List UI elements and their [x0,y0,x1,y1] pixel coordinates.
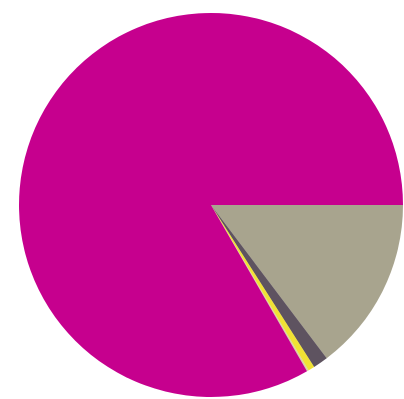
pie-slice-2 [211,205,327,367]
pie-slice-5 [19,13,404,398]
pie-slice-1 [211,205,403,359]
pie-slices [19,13,404,398]
pie-slice-4 [211,205,309,372]
pie-slice-3 [211,205,315,371]
